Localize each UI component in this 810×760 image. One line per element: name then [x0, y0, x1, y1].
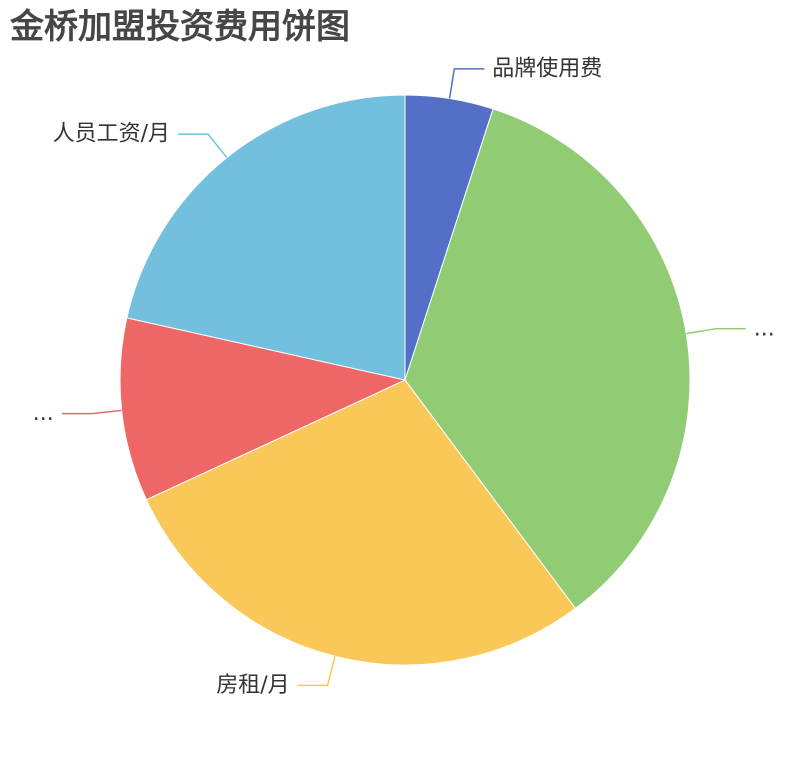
pie-slices	[119, 94, 691, 666]
slice-label-4: ...	[33, 401, 54, 426]
pie-slice-4	[119, 317, 407, 501]
label-line-5	[178, 133, 228, 159]
slice-label-1: 品牌使用费	[492, 56, 602, 81]
slice-label-5: 人员工资/月	[53, 122, 170, 147]
label-line-3	[297, 656, 336, 687]
pie-slice-3	[145, 379, 577, 666]
label-line-2	[686, 328, 746, 335]
chart-title: 金桥加盟投资费用饼图	[9, 7, 350, 47]
slice-label-2: ...	[754, 316, 775, 341]
pie-slice-2	[404, 108, 691, 610]
label-line-4	[61, 409, 122, 415]
pie-labels: 品牌使用费... 房租/月... 人员工资/月	[33, 56, 775, 697]
slice-label-3: 房租/月	[216, 673, 289, 698]
label-line-1	[448, 68, 485, 99]
pie-slice-5	[126, 94, 406, 381]
